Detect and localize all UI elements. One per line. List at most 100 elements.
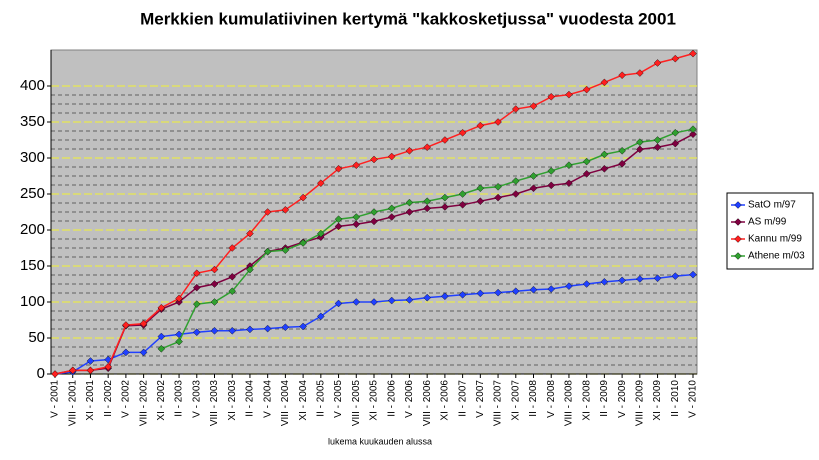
data-point (653, 136, 662, 144)
data-point (157, 303, 166, 312)
legend-marker (734, 218, 742, 226)
data-point (441, 292, 449, 301)
data-point (689, 130, 697, 139)
data-point (458, 291, 467, 299)
y-tick-label: 150 (20, 257, 45, 274)
x-tick-label: XI - 2003 (227, 380, 238, 421)
data-point (192, 328, 201, 337)
legend-label: SatO m/97 (748, 200, 796, 211)
data-point (547, 181, 556, 190)
y-tick-label: 300 (20, 149, 45, 166)
data-point (423, 197, 431, 205)
y-tick-label: 50 (28, 329, 45, 346)
data-point (494, 288, 502, 297)
data-point (565, 282, 573, 290)
data-point (317, 312, 325, 321)
x-tick-label: V - 2002 (121, 380, 132, 418)
data-point (122, 321, 130, 329)
data-point (476, 121, 485, 130)
x-tick-label: XI - 2002 (156, 380, 167, 421)
x-tick-label: II - 2005 (315, 380, 326, 417)
x-tick-label: V - 2004 (262, 380, 273, 418)
x-tick-label: XI - 2004 (298, 380, 309, 421)
data-point (511, 287, 520, 295)
data-point (387, 296, 396, 305)
data-point (139, 319, 148, 328)
data-point (689, 125, 697, 133)
data-point (565, 179, 573, 187)
x-tick-label: VIII - 2001 (67, 380, 78, 427)
data-point (494, 118, 502, 126)
data-point (636, 145, 644, 154)
data-point (68, 366, 77, 375)
data-point (192, 283, 201, 292)
data-point (547, 167, 556, 175)
data-point (476, 289, 485, 298)
data-point (299, 239, 307, 247)
data-point (441, 203, 449, 211)
data-point (582, 157, 591, 166)
data-point (689, 49, 697, 58)
data-point (246, 265, 254, 274)
data-point (600, 78, 609, 87)
data-point (352, 213, 361, 221)
data-point (281, 246, 290, 254)
x-tick-label: VIII - 2002 (138, 380, 149, 427)
data-point (334, 215, 343, 223)
data-point (387, 213, 396, 221)
x-tick-label: II - 2003 (174, 380, 185, 417)
data-point (547, 93, 556, 101)
data-point (529, 285, 538, 294)
data-point (405, 147, 414, 155)
data-point (263, 208, 272, 216)
data-point (582, 280, 591, 288)
data-point (636, 69, 644, 77)
x-tick-label: XI - 2005 (369, 380, 380, 421)
x-tick-label: V - 2007 (475, 380, 486, 418)
data-point (334, 299, 343, 308)
data-point (458, 190, 467, 198)
data-point (529, 184, 538, 193)
x-tick-label: V - 2008 (546, 380, 557, 418)
data-point (139, 348, 148, 357)
data-point (387, 204, 396, 213)
x-tick-label: XI - 2009 (652, 380, 663, 421)
data-point (458, 201, 467, 209)
data-point (423, 143, 431, 151)
data-point (405, 296, 414, 304)
data-point (511, 190, 520, 198)
data-point (423, 204, 431, 213)
data-point (653, 59, 662, 67)
x-tick-label: XI - 2007 (510, 380, 521, 421)
data-point (157, 345, 166, 353)
x-tick-label: VIII - 2007 (493, 380, 504, 427)
data-point (547, 285, 556, 293)
x-axis-label: lukema kuukauden alussa (328, 436, 432, 446)
data-point (370, 298, 378, 306)
data-point (405, 198, 414, 207)
data-point (210, 327, 219, 335)
data-point (263, 247, 272, 256)
data-point (370, 208, 378, 216)
data-point (299, 322, 307, 331)
data-point (441, 193, 449, 202)
x-tick-label: II - 2008 (528, 380, 539, 417)
y-tick-label: 350 (20, 113, 45, 130)
x-tick-label: V - 2003 (191, 380, 202, 418)
data-point (494, 193, 502, 202)
data-point (405, 208, 414, 216)
x-tick-label: XI - 2001 (85, 380, 96, 421)
x-tick-label: V - 2001 (50, 380, 61, 418)
x-tick-label: II - 2007 (457, 380, 468, 417)
data-point (511, 177, 520, 185)
data-point (51, 370, 59, 378)
x-tick-label: XI - 2006 (440, 380, 451, 421)
y-tick-label: 0 (37, 365, 45, 382)
data-point (175, 337, 183, 346)
legend-marker (734, 201, 742, 209)
data-point (387, 152, 396, 161)
x-tick-label: VIII - 2004 (280, 380, 291, 427)
data-point (157, 332, 166, 341)
data-point (263, 324, 272, 333)
x-tick-label: II - 2004 (245, 380, 256, 417)
